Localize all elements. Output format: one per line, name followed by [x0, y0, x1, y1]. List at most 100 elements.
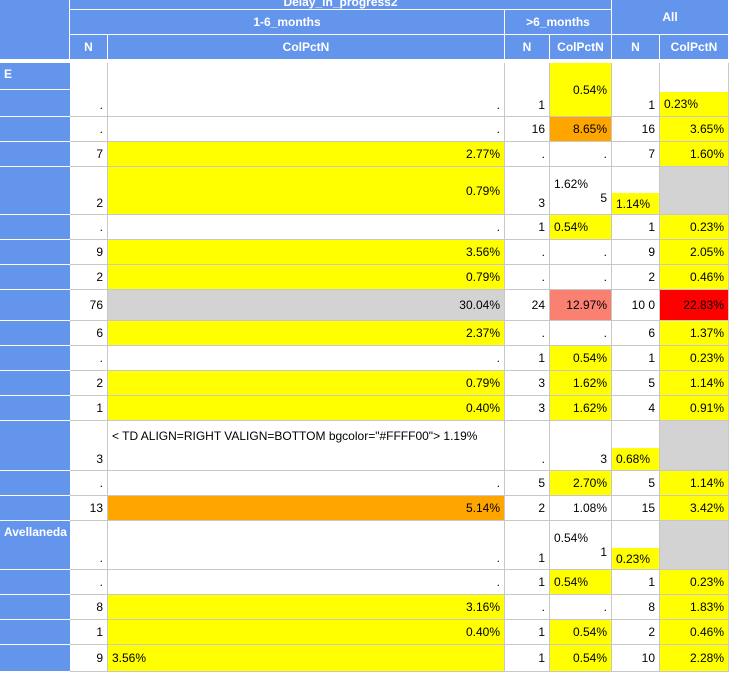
cell: .	[108, 346, 505, 371]
stub-cell	[0, 371, 70, 396]
cell: .	[550, 595, 612, 620]
cell: 1	[612, 570, 660, 595]
empty-cell	[660, 167, 729, 215]
cell: .	[70, 471, 108, 496]
cell: 0.54%	[550, 645, 612, 672]
cell: 1	[505, 346, 550, 371]
cell: .	[550, 240, 612, 265]
cell: 5.14%	[108, 496, 505, 521]
cell: 0.54%	[550, 215, 612, 240]
stub-cell	[0, 321, 70, 346]
cell: 1.08%	[550, 496, 612, 521]
cell: 3	[505, 371, 550, 396]
cell: 3.65%	[660, 117, 729, 142]
cell: .	[505, 595, 550, 620]
cell: 1	[70, 620, 108, 645]
cell: 1.62% 5	[550, 167, 612, 215]
cell: 0.54%	[550, 620, 612, 645]
cell: 1.83%	[660, 595, 729, 620]
cell: .	[108, 215, 505, 240]
cell: 1.14%	[612, 193, 660, 215]
cell: 1.14%	[660, 371, 729, 396]
cell: 1	[612, 346, 660, 371]
cell: 0.54%	[550, 63, 612, 117]
cell: 3.56%	[108, 645, 505, 672]
cell: 1.62%	[550, 371, 612, 396]
column-header: ColPctN	[550, 35, 612, 60]
cell: .	[108, 63, 505, 117]
cell: 5	[505, 471, 550, 496]
cell: 0.23%	[660, 346, 729, 371]
cell: 0.54%	[550, 346, 612, 371]
stub-cell	[0, 421, 70, 471]
cell: 1	[505, 620, 550, 645]
cell: .	[505, 240, 550, 265]
cell: 13	[70, 496, 108, 521]
stub-cell	[0, 496, 70, 521]
cell: 2.28%	[660, 645, 729, 672]
cell: 3	[505, 167, 550, 215]
cell: 2.37%	[108, 321, 505, 346]
cell: .	[550, 321, 612, 346]
cell: 5	[612, 471, 660, 496]
cell: 1	[505, 521, 550, 570]
cell: 0.79%	[108, 265, 505, 290]
cell: 0.68%	[612, 448, 660, 471]
stub-cell	[0, 290, 70, 321]
cell: 2	[612, 265, 660, 290]
column-header: N	[70, 35, 108, 60]
empty-cell	[660, 421, 729, 471]
cell: 12.97%	[550, 290, 612, 321]
cell: .	[550, 265, 612, 290]
cell: .	[505, 421, 550, 471]
cell: 6	[70, 321, 108, 346]
cell: 76	[70, 290, 108, 321]
group-header: 1-6_months	[70, 10, 505, 35]
cell: .	[70, 346, 108, 371]
stub-cell	[0, 396, 70, 421]
cell: 0.54% 1	[550, 521, 612, 570]
header-gap	[0, 60, 729, 63]
cell: 24	[505, 290, 550, 321]
cell: 1	[505, 645, 550, 672]
cell-text: 0.54%	[554, 531, 589, 545]
cell: 10	[612, 645, 660, 672]
stub-cell	[0, 645, 70, 672]
stub-cell	[0, 570, 70, 595]
cell: 1	[505, 63, 550, 117]
cell: 6	[612, 321, 660, 346]
cell: 0.46%	[660, 265, 729, 290]
cell-text: 5	[600, 190, 607, 205]
column-header: N	[612, 35, 660, 60]
cell: 2	[505, 496, 550, 521]
cell: 5	[612, 371, 660, 396]
cell: 1.14%	[660, 471, 729, 496]
cell: .	[108, 471, 505, 496]
cell: 0.40%	[108, 620, 505, 645]
cell: 9	[612, 240, 660, 265]
cell: 2.05%	[660, 240, 729, 265]
cell: 0.23%	[660, 92, 729, 117]
cell: 1	[612, 215, 660, 240]
cell: .	[505, 142, 550, 167]
cell: 9	[70, 240, 108, 265]
empty-cell	[660, 521, 729, 570]
cell: .	[70, 215, 108, 240]
cell: 8.65%	[550, 117, 612, 142]
cell: 2	[70, 265, 108, 290]
cell: 30.04%	[108, 290, 505, 321]
cell: 3	[505, 396, 550, 421]
cell: 4	[612, 396, 660, 421]
cell: 1	[505, 215, 550, 240]
cell: < TD ALIGN=RIGHT VALIGN=BOTTOM bgcolor="…	[108, 421, 505, 471]
cell: 0.23%	[660, 215, 729, 240]
stub-cell	[0, 167, 70, 215]
stub-cell	[0, 215, 70, 240]
stub-cell	[0, 90, 70, 117]
cell: 0.40%	[108, 396, 505, 421]
cell: 0.54%	[550, 570, 612, 595]
cell: .	[550, 142, 612, 167]
cell: 22.83%	[660, 290, 729, 321]
cell: 3.16%	[108, 595, 505, 620]
